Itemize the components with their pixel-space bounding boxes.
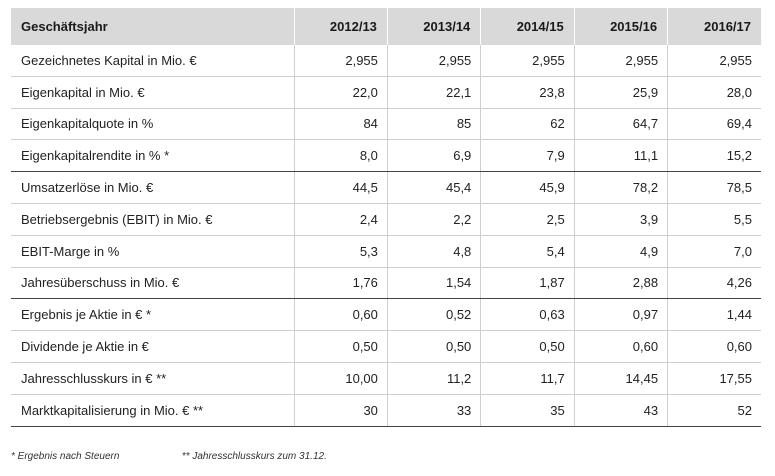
table-cell: 2,955 — [480, 45, 575, 77]
table-row: Eigenkapitalrendite in % * 8,0 6,9 7,9 11,1 1… — [11, 139, 761, 173]
table-cell: 28,0 — [667, 76, 761, 109]
table-cell: 0,50 — [480, 330, 575, 363]
table-cell: 23,8 — [480, 76, 575, 109]
table-cell: 10,00 — [293, 362, 388, 395]
year-header: 2015/16 — [573, 8, 668, 45]
table-cell: 0,63 — [480, 298, 575, 332]
key-figures-table: Geschäftsjahr 2012/13 2013/14 2014/15 20… — [11, 8, 761, 427]
table-cell: 2,5 — [480, 203, 575, 236]
row-label: Marktkapitalisierung in Mio. € ** — [11, 394, 295, 427]
table-cell: 5,4 — [480, 235, 575, 268]
table-cell: 11,7 — [480, 362, 575, 395]
table-cell: 84 — [293, 108, 388, 141]
table-cell: 1,87 — [480, 267, 575, 300]
table-cell: 78,5 — [667, 171, 761, 204]
table-row: Gezeichnetes Kapital in Mio. €2,955 2,955… — [11, 45, 761, 77]
table-cell: 4,9 — [573, 235, 668, 268]
table-cell: 0,60 — [293, 298, 388, 332]
table-row: EBIT-Marge in % 5,3 4,8 5,4 4,9 7,0 — [11, 235, 761, 268]
table-cell: 45,9 — [480, 171, 575, 204]
table-cell: 0,52 — [386, 298, 481, 332]
table-row: Dividende je Aktie in €0,50 0,50 0,50 0,60 0… — [11, 330, 761, 363]
table-cell: 0,97 — [573, 298, 668, 332]
table-cell: 11,1 — [573, 139, 668, 173]
table-cell: 1,54 — [386, 267, 481, 300]
row-label: Eigenkapitalrendite in % * — [11, 139, 295, 173]
table-cell: 43 — [573, 394, 668, 427]
table-cell: 8,0 — [293, 139, 388, 173]
table-cell: 22,1 — [386, 76, 481, 109]
table-cell: 1,76 — [293, 267, 388, 300]
row-label: Ergebnis je Aktie in € * — [11, 298, 295, 332]
year-header: 2012/13 — [293, 8, 388, 45]
row-label: Gezeichnetes Kapital in Mio. € — [11, 45, 295, 77]
table-cell: 7,9 — [480, 139, 575, 173]
table-cell: 2,955 — [573, 45, 668, 77]
row-label: Eigenkapital in Mio. € — [11, 76, 295, 109]
table-row: Eigenkapital in Mio. €22,0 22,1 23,8 25,9 28… — [11, 76, 761, 109]
table-row: Marktkapitalisierung in Mio. € ** 30 33 35 4… — [11, 394, 761, 427]
table-cell: 15,2 — [667, 139, 761, 173]
table-row: Eigenkapitalquote in % 84 85 62 64,7 69,4 — [11, 108, 761, 141]
row-label: Umsatzerlöse in Mio. € — [11, 171, 295, 204]
table-cell: 2,955 — [667, 45, 761, 77]
footnotes: * Ergebnis nach Steuern ** Jahresschluss… — [11, 451, 327, 462]
table-cell: 62 — [480, 108, 575, 141]
year-header: 2014/15 — [480, 8, 575, 45]
table-cell: 6,9 — [386, 139, 481, 173]
year-header: 2016/17 — [667, 8, 761, 45]
header-label: Geschäftsjahr — [11, 8, 295, 45]
row-label: Dividende je Aktie in € — [11, 330, 295, 363]
table-cell: 5,3 — [293, 235, 388, 268]
table-cell: 85 — [386, 108, 481, 141]
table-cell: 5,5 — [667, 203, 761, 236]
year-header: 2013/14 — [386, 8, 481, 45]
table-cell: 44,5 — [293, 171, 388, 204]
table-cell: 35 — [480, 394, 575, 427]
table-header-row: Geschäftsjahr 2012/13 2013/14 2014/15 20… — [11, 8, 761, 45]
table-cell: 7,0 — [667, 235, 761, 268]
table-body: Gezeichnetes Kapital in Mio. €2,955 2,955… — [11, 45, 761, 427]
table-cell: 3,9 — [573, 203, 668, 236]
table-cell: 2,955 — [293, 45, 388, 77]
table-cell: 17,55 — [667, 362, 761, 395]
table-cell: 4,8 — [386, 235, 481, 268]
table-row: Ergebnis je Aktie in € * 0,60 0,52 0,63 0,97… — [11, 298, 761, 332]
row-label: EBIT-Marge in % — [11, 235, 295, 268]
table-cell: 33 — [386, 394, 481, 427]
table-cell: 14,45 — [573, 362, 668, 395]
table-cell: 2,2 — [386, 203, 481, 236]
footnote-closing-price: ** Jahresschlusskurs zum 31.12. — [181, 451, 327, 462]
row-label: Eigenkapitalquote in % — [11, 108, 295, 141]
table-row: Jahresüberschuss in Mio. €1,76 1,54 1,87 2,… — [11, 267, 761, 300]
table-cell: 64,7 — [573, 108, 668, 141]
table-cell: 0,60 — [573, 330, 668, 363]
table-cell: 2,955 — [386, 45, 481, 77]
table-cell: 52 — [667, 394, 761, 427]
table-cell: 0,50 — [386, 330, 481, 363]
table-cell: 0,50 — [293, 330, 388, 363]
table-cell: 2,4 — [293, 203, 388, 236]
table-cell: 0,60 — [667, 330, 761, 363]
table-cell: 22,0 — [293, 76, 388, 109]
row-label: Jahresschlusskurs in € ** — [11, 362, 295, 395]
table-cell: 1,44 — [667, 298, 761, 332]
table-cell: 11,2 — [386, 362, 481, 395]
table-row: Umsatzerlöse in Mio. €44,5 45,4 45,9 78,2 78… — [11, 171, 761, 204]
table-row: Jahresschlusskurs in € ** 10,00 11,2 11,7 14… — [11, 362, 761, 395]
row-label: Betriebsergebnis (EBIT) in Mio. € — [11, 203, 295, 236]
table-row: Betriebsergebnis (EBIT) in Mio. €2,4 2,2 2… — [11, 203, 761, 236]
financial-key-figures: Geschäftsjahr 2012/13 2013/14 2014/15 20… — [11, 8, 761, 427]
table-cell: 30 — [293, 394, 388, 427]
footnote-after-tax: * Ergebnis nach Steuern — [11, 451, 120, 462]
row-label: Jahresüberschuss in Mio. € — [11, 267, 295, 300]
table-cell: 25,9 — [573, 76, 668, 109]
table-cell: 69,4 — [667, 108, 761, 141]
table-cell: 2,88 — [573, 267, 668, 300]
table-cell: 78,2 — [573, 171, 668, 204]
table-cell: 4,26 — [667, 267, 761, 300]
table-cell: 45,4 — [386, 171, 481, 204]
